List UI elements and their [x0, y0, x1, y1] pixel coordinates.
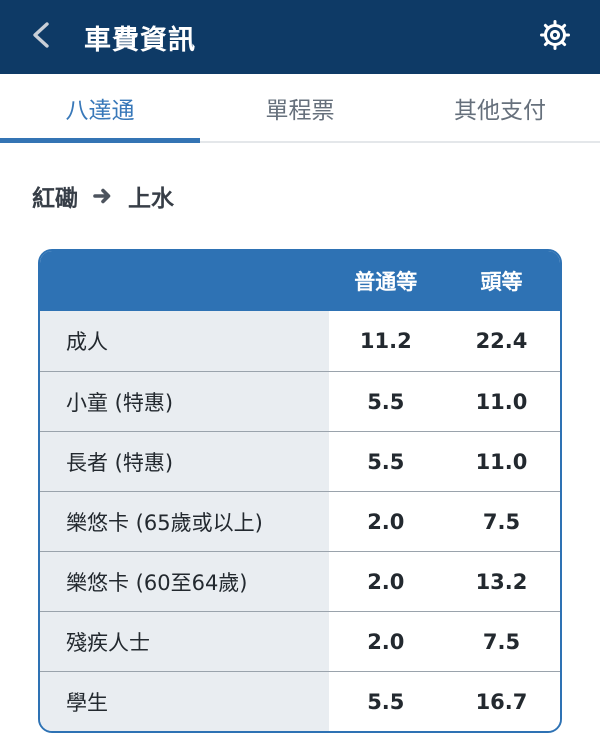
table-row-student: 學生 5.5 16.7	[40, 671, 560, 731]
row-label: 學生	[40, 672, 329, 731]
row-label: 殘疾人士	[40, 612, 329, 671]
row-label: 長者 (特惠)	[40, 432, 329, 491]
row-label: 樂悠卡 (65歲或以上)	[40, 492, 329, 551]
table-row-joyou-60to64: 樂悠卡 (60至64歲) 2.0 13.2	[40, 551, 560, 611]
table-header-first-class: 頭等	[480, 270, 523, 294]
fare-ordinary: 5.5	[328, 672, 443, 731]
route-to-station: 上水	[128, 186, 174, 212]
route-row: 紅磡 上水	[32, 179, 568, 213]
fare-ordinary: 5.5	[328, 372, 443, 431]
fare-first: 11.0	[442, 372, 560, 431]
table-row-elderly: 長者 (特惠) 5.5 11.0	[40, 431, 560, 491]
arrow-right-icon	[92, 187, 114, 205]
fare-first: 7.5	[442, 612, 560, 671]
fare-ordinary: 11.2	[328, 311, 443, 371]
row-label: 小童 (特惠)	[40, 372, 329, 431]
table-header-empty	[40, 251, 329, 311]
row-label: 樂悠卡 (60至64歲)	[40, 552, 329, 611]
tab-other-payment[interactable]: 其他支付	[454, 97, 546, 124]
tab-bar: 八達通 單程票 其他支付	[0, 74, 600, 143]
row-label: 成人	[40, 311, 329, 371]
table-row-disabled: 殘疾人士 2.0 7.5	[40, 611, 560, 671]
fare-ordinary: 2.0	[328, 552, 443, 611]
table-row-joyou-65plus: 樂悠卡 (65歲或以上) 2.0 7.5	[40, 491, 560, 551]
gear-icon	[537, 17, 573, 57]
fare-ordinary: 2.0	[328, 492, 443, 551]
fare-first: 22.4	[442, 311, 560, 371]
settings-button[interactable]	[536, 18, 574, 56]
fare-first: 13.2	[442, 552, 560, 611]
fare-first: 7.5	[442, 492, 560, 551]
back-button[interactable]	[24, 20, 58, 54]
table-row-child: 小童 (特惠) 5.5 11.0	[40, 371, 560, 431]
tab-single-journey[interactable]: 單程票	[265, 97, 335, 124]
fare-ordinary: 5.5	[328, 432, 443, 491]
fare-first: 16.7	[442, 672, 560, 731]
route-from-station: 紅磡	[32, 186, 78, 212]
table-header-ordinary-class: 普通等	[354, 270, 418, 294]
chevron-left-icon	[30, 20, 52, 54]
page-title: 車費資訊	[84, 24, 196, 56]
tab-octopus[interactable]: 八達通	[0, 74, 200, 143]
app-header: 車費資訊	[0, 0, 600, 74]
table-row-adult: 成人 11.2 22.4	[40, 311, 560, 371]
fare-table: 普通等 頭等 成人 11.2 22.4 小童 (特惠) 5.5 11.0 長者 …	[38, 249, 562, 733]
fare-first: 11.0	[442, 432, 560, 491]
fare-ordinary: 2.0	[328, 612, 443, 671]
table-header-row: 普通等 頭等	[40, 251, 560, 311]
